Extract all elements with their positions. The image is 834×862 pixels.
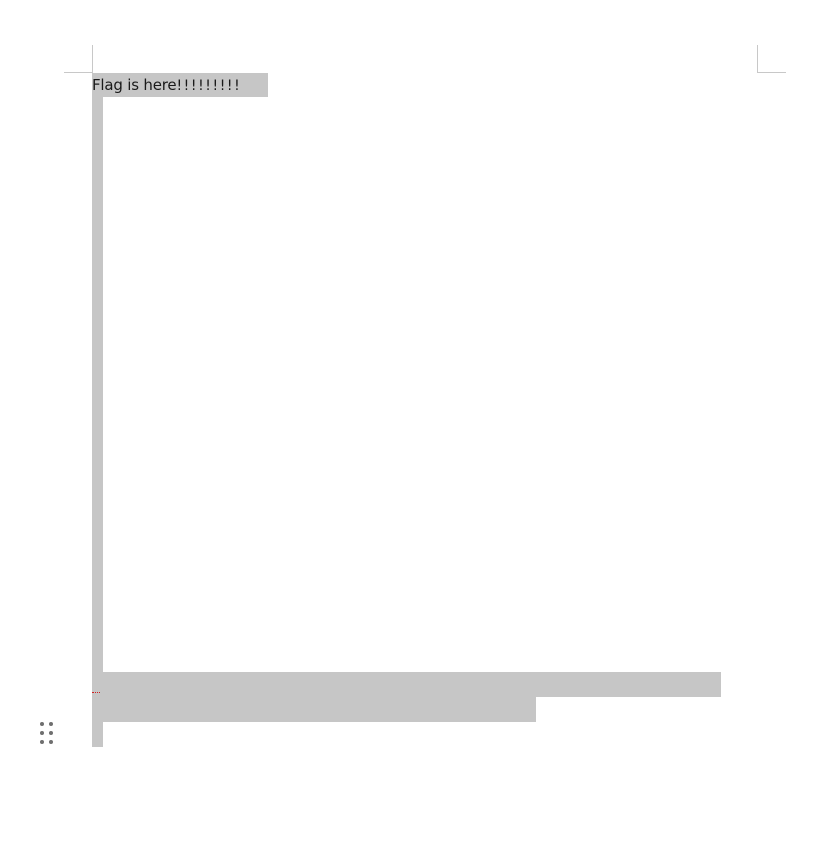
selection-highlight-empty-lines xyxy=(92,97,103,747)
exclamation-marks[interactable]: !!!!!!!!! xyxy=(176,78,242,94)
drag-handle-icon[interactable] xyxy=(38,721,54,745)
drag-handle-dot xyxy=(40,731,44,735)
selection-highlight-lower-line-2 xyxy=(92,697,536,722)
drag-handle-dot xyxy=(40,740,44,744)
crop-mark-top-right-vertical xyxy=(757,45,758,73)
crop-mark-top-left-horizontal xyxy=(64,72,92,73)
crop-mark-top-left-vertical xyxy=(92,45,93,73)
crop-mark-top-right-horizontal xyxy=(758,72,786,73)
flag-text[interactable]: Flag is here xyxy=(92,76,177,94)
drag-handle-dot xyxy=(49,731,53,735)
spellcheck-underline-icon xyxy=(92,690,100,693)
drag-handle-dot xyxy=(49,740,53,744)
document-text-line[interactable]: Flag is here!!!!!!!!! xyxy=(92,75,241,96)
drag-handle-dot xyxy=(49,722,53,726)
selection-highlight-lower-line-1 xyxy=(92,672,721,697)
selection-highlight-line-1 xyxy=(92,73,268,97)
drag-handle-dot xyxy=(40,722,44,726)
